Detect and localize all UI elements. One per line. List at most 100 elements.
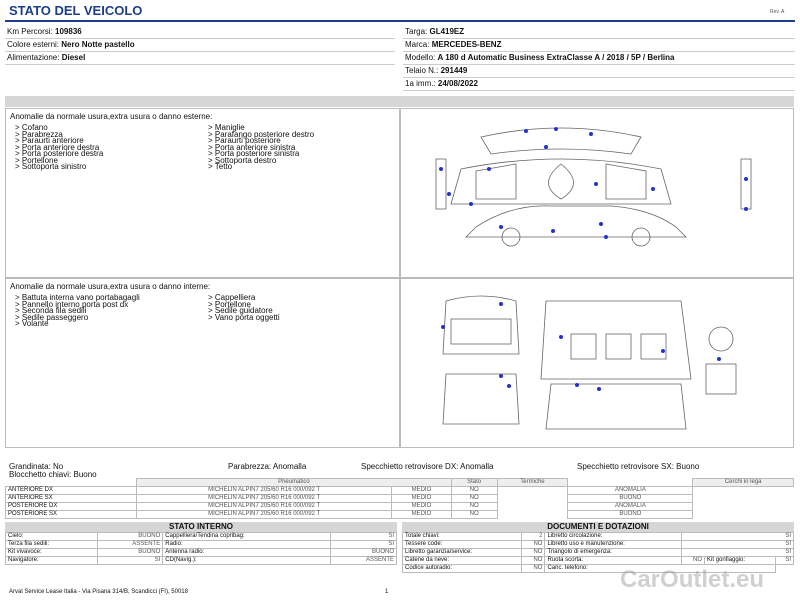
info-row: Modello: A 180 d Automatic Business Extr… (403, 52, 795, 65)
list-item: > Pannello interno porta post dx (15, 299, 129, 309)
tyre-cell: ANTERIORE DX (4, 486, 138, 495)
info-value: MERCEDES-BENZ (431, 40, 502, 49)
table-row: Totale chiavi: 2 Libretto circolazione: SI (401, 532, 795, 541)
table-row: Catene da neve: NO Ruota scorta: NO Kit gonf… (401, 556, 794, 565)
tyre-cell: POSTERIORE DX (4, 502, 138, 511)
list-item: > Porta posteriore sinistra (208, 149, 300, 158)
interior-state: STATO INTERNO Cielo: BUONO Cappelliera/Tend… (5, 522, 397, 565)
external-box (5, 108, 400, 278)
value-cell: NO (521, 548, 546, 557)
value-cell: SI (330, 532, 397, 541)
table-row: Tessere code: NO Libretto uso e manutenzio… (401, 540, 795, 549)
value-cell: NO (680, 556, 706, 565)
tyre-cell: MICHELIN ALPIN7 205/60 R16 000/092 T (136, 486, 393, 495)
spacer (6, 479, 137, 487)
label-cell: Radio: (162, 540, 332, 549)
tyres-table: Pneumatico Stato Termiche Cerchi in lega ANT… (4, 478, 794, 519)
tyre-cell: MICHELIN ALPIN7 205/60 R16 000/092 T (136, 510, 393, 519)
list-column: > Cappelliera > Portellone > Sedile guidat… (208, 294, 393, 322)
label-cell: Caric. telefono: (544, 564, 777, 573)
tyre-cell: MICHELIN ALPIN7 205/60 R16 000/092 T (136, 502, 393, 511)
status-item: Specchietto retrovisore SX: Buono (577, 462, 700, 471)
value-cell: 2 (521, 532, 546, 541)
label-cell: Terza fila sedili: (5, 540, 98, 549)
list-item: > Porta anteriore sinistra (208, 142, 296, 152)
value-cell: BUONO (96, 548, 164, 557)
info-value: GL419EZ (429, 27, 465, 36)
label-cell: Ruota scorta: (544, 556, 682, 565)
info-label: Marca: (405, 40, 430, 49)
tyre-row: ANTERIORE DX MICHELIN ALPIN7 205/60 R16 0… (4, 486, 794, 495)
list-item: > Porta anteriore destra (15, 142, 100, 152)
footer-page: 1 (385, 589, 389, 595)
list-item: > Tetto (208, 162, 233, 171)
list-column: > Battuta interna vano portabagagli > Pan… (15, 293, 205, 328)
vehicle-right: Targa: GL419EZ Marca: MERCEDES-BENZ Modell… (403, 26, 795, 91)
external-list: Anomalie da normale usura,extra usura o … (10, 112, 395, 170)
label-cell: Totale chiavi: (401, 532, 523, 541)
tyre-cell: MEDIO (391, 502, 452, 511)
label-cell: CD(Navig.): (162, 556, 332, 565)
tyre-cell: NO (450, 494, 498, 503)
list-column: > Maniglie > Parafango posteriore destro >… (208, 123, 393, 171)
value-cell: NO (521, 540, 546, 549)
section-title: Anomalie da normale usura,extra usura o … (10, 112, 213, 121)
list-item: > Parafango posteriore destro (208, 129, 315, 139)
info-label: Targa: (405, 27, 428, 36)
header-cell: Cerchi in lega (692, 478, 794, 487)
header-cell: Termiche (496, 478, 569, 487)
info-row: Targa: GL419EZ (403, 26, 795, 39)
list-item: > Battuta interna vano portabagagli (15, 293, 140, 302)
table: Cielo: BUONO Cappelliera/Tendina copribag:… (5, 532, 397, 565)
value-cell: ASSENTE (330, 556, 397, 565)
label-cell: Cielo: (5, 532, 98, 541)
section-bar (5, 96, 794, 107)
label-cell: Navigatore: (5, 556, 98, 565)
interior-diagram (441, 295, 737, 430)
exterior-diagram (435, 127, 752, 247)
info-row: Telaio N.: 291449 (403, 65, 795, 78)
spacer (497, 511, 568, 519)
internal-list: Anomalie da normale usura,extra usura o … (10, 282, 395, 327)
tyre-cell: MEDIO (391, 494, 452, 503)
internal-diagram-box (400, 278, 794, 448)
list-item: > Volante (15, 319, 49, 328)
label-cell: Tessere code: (401, 540, 523, 549)
info-value: 291449 (440, 66, 468, 75)
documents: DOCUMENTI E DOTAZIONI Totale chiavi: 2 Libr… (401, 522, 795, 573)
table-row: Cielo: BUONO Cappelliera/Tendina copribag:… (5, 532, 397, 541)
info-label: Km Percorsi: (7, 27, 53, 36)
label-cell: Kit gonfiaggio: (704, 556, 777, 565)
tyre-cell: NO (450, 502, 498, 511)
vehicle-left: Km Percorsi: 109836 Colore esterni: Nero … (5, 26, 395, 65)
external-diagram-box (400, 108, 794, 278)
list-item: > Sedile passeggero (15, 312, 89, 322)
value-cell: NO (521, 564, 546, 573)
list-item: > Vano porta oggetti (208, 312, 280, 322)
list-item: > Sottoporta destro (208, 155, 277, 165)
tyre-cell: MEDIO (391, 510, 452, 519)
info-row: Km Percorsi: 109836 (5, 26, 395, 39)
internal-box (5, 278, 400, 448)
info-value: Diesel (61, 53, 86, 62)
table-row: Navigatore: SI CD(Navig.): ASSENTE (5, 556, 397, 565)
list-column: > Cofano > Parabrezza > Paraurti anteriore… (15, 124, 205, 171)
tyre-cell: NO (450, 510, 498, 519)
table-row: Libretto garanzia/service: NO Triangolo di… (401, 548, 795, 557)
tyre-cell: ANOMALIA (567, 502, 694, 511)
label-cell: Codice autoradio: (401, 564, 523, 573)
tyre-row: POSTERIORE DX MICHELIN ALPIN7 205/60 R16 … (4, 502, 794, 511)
list-item: > Maniglie (208, 123, 245, 132)
rule (5, 20, 795, 22)
label-cell: Catene da neve: (401, 556, 523, 565)
table-title: DOCUMENTI E DOTAZIONI (402, 522, 794, 532)
table-row: Codice autoradio: NO Caric. telefono: (401, 564, 794, 573)
value-cell: NO (521, 556, 546, 565)
label-cell: Antenna radio: (162, 548, 332, 557)
list-item: > Porta posteriore destra (15, 149, 104, 158)
status-item: Blocchetto chiavi: Buono (9, 470, 97, 479)
spacer (497, 503, 568, 511)
value-cell: SI (330, 540, 397, 549)
status-item: Grandinata: No (9, 462, 64, 471)
